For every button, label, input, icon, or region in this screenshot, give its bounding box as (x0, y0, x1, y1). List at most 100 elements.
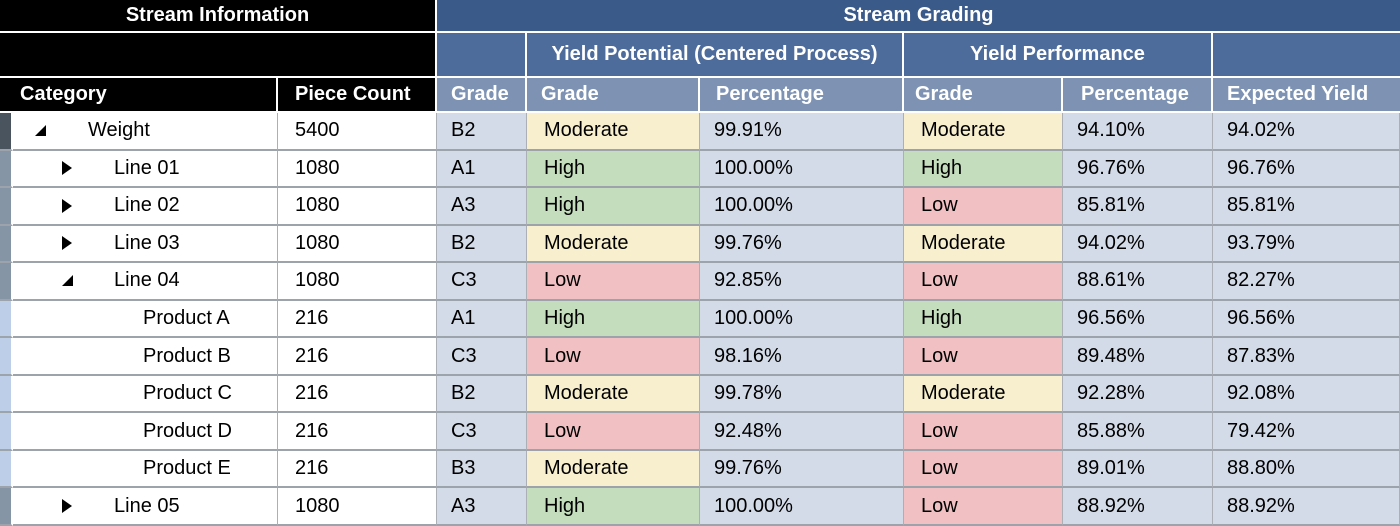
expand-toggle-icon[interactable] (62, 161, 72, 176)
expected-yield-cell: 82.27% (1213, 263, 1400, 301)
category-cell: Product D (13, 413, 278, 451)
yield-performance-percentage-cell: 94.10% (1063, 113, 1213, 151)
yield-potential-percentage-cell: 99.91% (700, 113, 904, 151)
row-level-stripe (0, 150, 13, 189)
toggle-slot (62, 198, 76, 213)
yield-performance-grade-cell: Low (904, 488, 1063, 526)
yield-potential-percentage-cell: 100.00% (700, 488, 904, 526)
piece-count-cell: 1080 (278, 488, 437, 526)
stream-information-spacer (0, 33, 437, 78)
piece-count-cell: 216 (278, 450, 437, 489)
category-column-header: Category (0, 78, 278, 113)
category-label: Product E (143, 457, 231, 480)
table-row: Line 03 1080 B2 Moderate 99.76% Moderate… (0, 225, 1400, 264)
category-label: Line 04 (114, 269, 180, 292)
yield-potential-grade-column-header: Grade (527, 78, 700, 113)
yield-performance-percentage-cell: 88.92% (1063, 488, 1213, 526)
yield-performance-percentage-cell: 89.01% (1063, 450, 1213, 489)
expected-yield-cell: 92.08% (1213, 375, 1400, 414)
row-level-stripe (0, 413, 13, 451)
table-row: Product B 216 C3 Low 98.16% Low 89.48% 8… (0, 338, 1400, 376)
piece-count-cell: 1080 (278, 225, 437, 264)
table-row: Line 02 1080 A3 High 100.00% Low 85.81% … (0, 188, 1400, 226)
piece-count-column-header: Piece Count (278, 78, 437, 113)
expand-toggle-icon[interactable] (62, 236, 72, 251)
table-row: Line 05 1080 A3 High 100.00% Low 88.92% … (0, 488, 1400, 526)
expand-toggle-icon[interactable] (62, 198, 72, 213)
table-row: Product D 216 C3 Low 92.48% Low 85.88% 7… (0, 413, 1400, 451)
toggle-slot (62, 236, 76, 251)
yield-performance-grade-cell: Moderate (904, 375, 1063, 414)
yield-performance-percentage-cell: 89.48% (1063, 338, 1213, 376)
yield-performance-grade-cell: Low (904, 263, 1063, 301)
expected-yield-cell: 94.02% (1213, 113, 1400, 151)
yield-potential-percentage-cell: 98.16% (700, 338, 904, 376)
expected-yield-cell: 87.83% (1213, 338, 1400, 376)
yield-performance-grade-cell: Low (904, 188, 1063, 226)
grade-cell: B2 (437, 225, 527, 264)
grade-cell: C3 (437, 338, 527, 376)
category-label: Line 03 (114, 231, 180, 254)
category-label: Product C (143, 382, 232, 405)
category-label: Weight (88, 119, 150, 142)
toggle-slot (62, 161, 76, 176)
expected-yield-cell: 88.80% (1213, 450, 1400, 489)
yield-performance-grade-cell: Moderate (904, 225, 1063, 264)
table-row: Product C 216 B2 Moderate 99.78% Moderat… (0, 375, 1400, 414)
yield-performance-percentage-cell: 96.56% (1063, 300, 1213, 339)
expand-toggle-icon[interactable] (62, 275, 73, 287)
table-row: Product A 216 A1 High 100.00% High 96.56… (0, 300, 1400, 339)
category-cell: Line 01 (13, 150, 278, 189)
table-row: Product E 216 B3 Moderate 99.76% Low 89.… (0, 450, 1400, 489)
yield-potential-grade-cell: Low (527, 413, 700, 451)
expected-yield-cell: 96.76% (1213, 150, 1400, 189)
yield-performance-grade-column-header: Grade (904, 78, 1063, 113)
category-label: Product B (143, 344, 231, 367)
yield-performance-group-header: Yield Performance (904, 33, 1213, 78)
yield-potential-grade-cell: Moderate (527, 450, 700, 489)
category-cell: Product C (13, 375, 278, 414)
row-level-stripe (0, 375, 13, 414)
grade-cell: B2 (437, 113, 527, 151)
yield-performance-percentage-cell: 94.02% (1063, 225, 1213, 264)
yield-performance-grade-cell: Moderate (904, 113, 1063, 151)
row-level-stripe (0, 188, 13, 226)
piece-count-cell: 216 (278, 338, 437, 376)
yield-potential-grade-cell: High (527, 488, 700, 526)
expand-toggle-icon[interactable] (62, 499, 72, 514)
yield-potential-percentage-column-header: Percentage (700, 78, 904, 113)
expected-yield-cell: 85.81% (1213, 188, 1400, 226)
column-header-row: Category Piece Count Grade Grade Percent… (0, 78, 1400, 113)
row-level-stripe (0, 300, 13, 339)
piece-count-cell: 216 (278, 300, 437, 339)
expected-yield-cell: 79.42% (1213, 413, 1400, 451)
yield-performance-grade-cell: High (904, 300, 1063, 339)
category-label: Line 01 (114, 156, 180, 179)
grade-cell: C3 (437, 263, 527, 301)
expand-toggle-icon[interactable] (35, 125, 46, 137)
yield-performance-percentage-column-header: Percentage (1063, 78, 1213, 113)
expected-yield-cell: 93.79% (1213, 225, 1400, 264)
grade-cell: C3 (437, 413, 527, 451)
yield-performance-grade-cell: Low (904, 413, 1063, 451)
table-row: Weight 5400 B2 Moderate 99.91% Moderate … (0, 113, 1400, 151)
category-label: Product D (143, 419, 232, 442)
yield-potential-percentage-cell: 92.85% (700, 263, 904, 301)
yield-potential-grade-cell: Moderate (527, 113, 700, 151)
yield-potential-group-header: Yield Potential (Centered Process) (527, 33, 904, 78)
yield-performance-percentage-cell: 85.88% (1063, 413, 1213, 451)
grade-cell: A1 (437, 300, 527, 339)
yield-performance-grade-cell: High (904, 150, 1063, 189)
expected-yield-column-header: Expected Yield (1213, 78, 1400, 113)
yield-performance-grade-cell: Low (904, 450, 1063, 489)
expected-yield-group-spacer (1213, 33, 1400, 78)
yield-potential-grade-cell: Moderate (527, 225, 700, 264)
yield-potential-grade-cell: High (527, 188, 700, 226)
piece-count-cell: 5400 (278, 113, 437, 151)
category-label: Product A (143, 307, 230, 329)
yield-potential-grade-cell: High (527, 150, 700, 189)
category-cell: Line 04 (13, 263, 278, 301)
yield-performance-percentage-cell: 92.28% (1063, 375, 1213, 414)
piece-count-cell: 1080 (278, 188, 437, 226)
table-row: Line 04 1080 C3 Low 92.85% Low 88.61% 82… (0, 263, 1400, 301)
